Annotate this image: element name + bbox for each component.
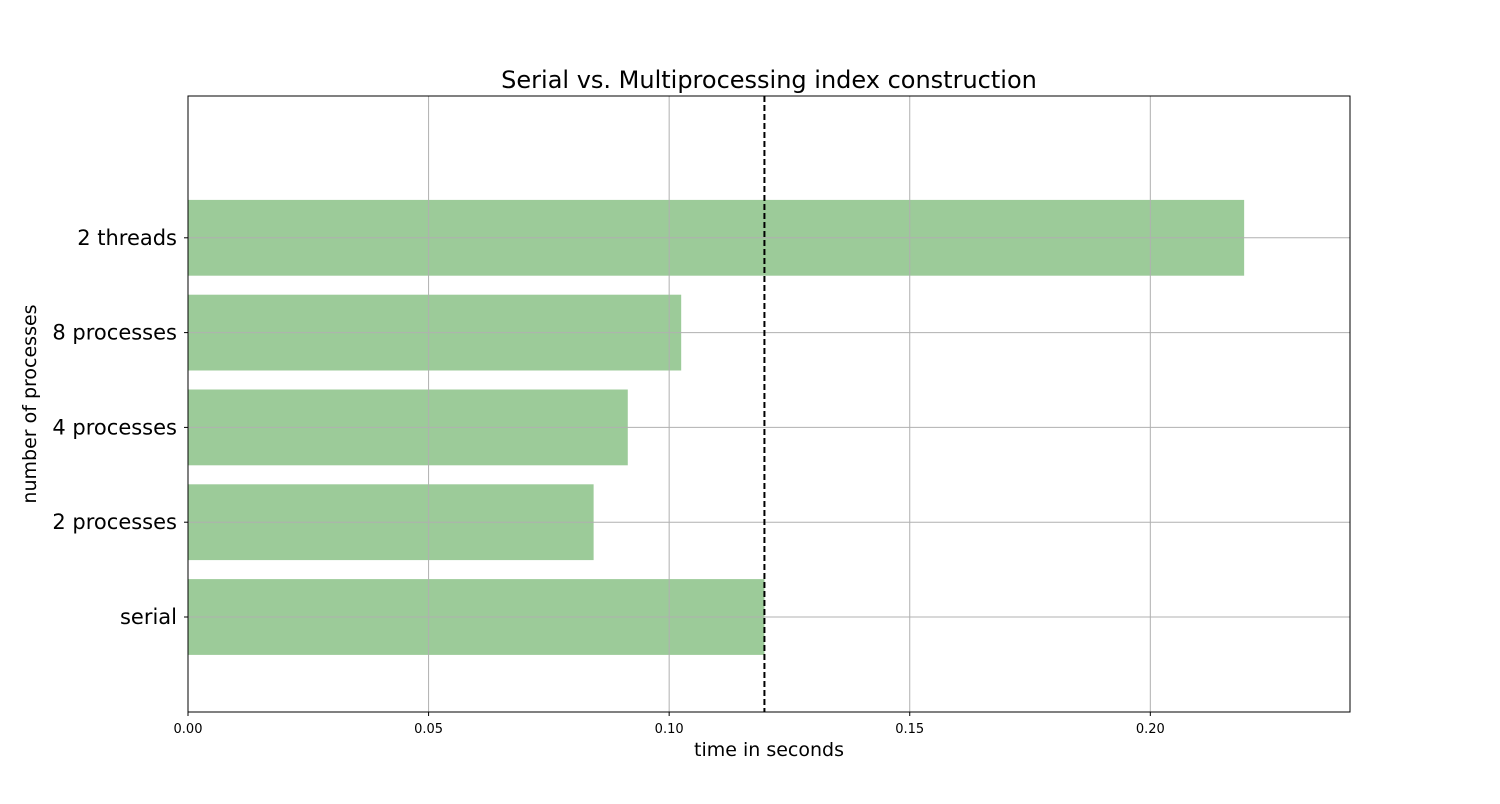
y-tick-label: 2 threads [77,226,177,250]
x-tick-label: 0.15 [895,722,924,737]
x-axis-label: time in seconds [694,739,844,761]
y-tick-label: 4 processes [52,415,177,439]
y-tick-label: 2 processes [52,510,177,534]
y-tick-label: serial [120,605,177,629]
y-axis-ticks: serial 2 processes 4 processes 8 processes 2… [52,226,188,629]
y-tick-label: 8 processes [52,321,177,345]
x-tick-label: 0.10 [655,722,684,737]
chart-title: Serial vs. Multiprocessing index constru… [501,66,1037,94]
x-tick-label: 0.00 [174,722,203,737]
x-axis-ticks: 0.00 0.05 0.10 0.15 0.20 [174,712,1165,737]
x-tick-label: 0.20 [1136,722,1165,737]
plot-frame [187,95,1351,713]
y-axis-label: number of processes [19,304,41,503]
x-tick-label: 0.05 [414,722,443,737]
